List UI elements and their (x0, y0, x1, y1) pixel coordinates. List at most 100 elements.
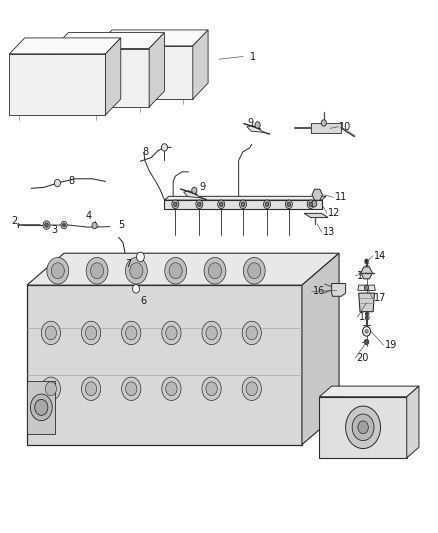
Text: 13: 13 (323, 227, 335, 237)
Polygon shape (361, 267, 372, 279)
Circle shape (166, 326, 177, 340)
Circle shape (248, 263, 261, 279)
Text: 5: 5 (119, 220, 125, 230)
Polygon shape (311, 123, 341, 133)
Text: 16: 16 (313, 286, 325, 296)
Circle shape (365, 329, 368, 334)
Polygon shape (27, 253, 339, 285)
Polygon shape (97, 30, 208, 46)
Text: 10: 10 (339, 122, 351, 132)
Circle shape (365, 259, 368, 263)
Text: 4: 4 (86, 211, 92, 221)
Polygon shape (106, 38, 121, 115)
Text: 11: 11 (335, 192, 347, 203)
Text: 8: 8 (68, 176, 74, 187)
Polygon shape (319, 397, 407, 458)
Polygon shape (312, 189, 322, 200)
Circle shape (125, 257, 147, 284)
Circle shape (85, 382, 97, 395)
Circle shape (363, 327, 371, 336)
Circle shape (208, 263, 222, 279)
Circle shape (346, 406, 381, 449)
Circle shape (51, 263, 64, 279)
Circle shape (162, 321, 181, 345)
Text: 1: 1 (250, 52, 256, 61)
Circle shape (206, 326, 217, 340)
Polygon shape (319, 386, 419, 397)
Polygon shape (407, 386, 419, 458)
Circle shape (122, 321, 141, 345)
Circle shape (41, 321, 60, 345)
Text: 18: 18 (359, 312, 371, 322)
Circle shape (352, 414, 374, 441)
Circle shape (264, 200, 271, 208)
Circle shape (246, 382, 258, 395)
Circle shape (45, 326, 57, 340)
Circle shape (240, 200, 247, 208)
Circle shape (86, 257, 108, 284)
Polygon shape (358, 285, 375, 290)
Circle shape (241, 202, 245, 206)
Circle shape (173, 202, 177, 206)
Circle shape (161, 144, 167, 151)
Circle shape (166, 382, 177, 395)
Circle shape (246, 326, 258, 340)
Polygon shape (247, 125, 265, 133)
Polygon shape (149, 33, 164, 107)
Circle shape (307, 200, 314, 208)
Circle shape (122, 377, 141, 400)
Circle shape (169, 263, 182, 279)
Text: 17: 17 (374, 293, 386, 303)
Circle shape (45, 223, 48, 227)
Circle shape (162, 377, 181, 400)
Circle shape (92, 222, 97, 229)
Circle shape (35, 399, 48, 415)
Circle shape (265, 202, 269, 206)
Circle shape (286, 200, 292, 208)
Circle shape (255, 122, 260, 128)
Circle shape (172, 200, 179, 208)
Text: 7: 7 (125, 259, 131, 269)
Text: 6: 6 (141, 296, 147, 306)
Circle shape (137, 252, 145, 262)
Text: 9: 9 (199, 182, 205, 192)
Polygon shape (193, 30, 208, 99)
Polygon shape (10, 54, 106, 115)
Polygon shape (27, 381, 55, 434)
Circle shape (196, 200, 203, 208)
Circle shape (198, 202, 201, 206)
Circle shape (358, 421, 368, 434)
Circle shape (192, 187, 197, 193)
Circle shape (81, 377, 101, 400)
Text: 12: 12 (328, 208, 340, 219)
Circle shape (126, 382, 137, 395)
Circle shape (311, 200, 317, 207)
Circle shape (309, 202, 312, 206)
Circle shape (242, 377, 261, 400)
Circle shape (85, 326, 97, 340)
Polygon shape (97, 46, 193, 99)
Circle shape (364, 285, 369, 290)
Text: 15: 15 (357, 271, 369, 280)
Polygon shape (164, 200, 321, 209)
Text: 9: 9 (247, 118, 254, 128)
Polygon shape (184, 191, 201, 198)
Circle shape (219, 202, 223, 206)
Circle shape (206, 382, 217, 395)
Circle shape (133, 285, 140, 293)
Circle shape (364, 340, 369, 345)
Polygon shape (27, 285, 302, 445)
Circle shape (242, 321, 261, 345)
Circle shape (165, 257, 187, 284)
Circle shape (218, 200, 225, 208)
Circle shape (91, 263, 104, 279)
Circle shape (81, 321, 101, 345)
Circle shape (321, 120, 326, 126)
Polygon shape (332, 284, 346, 296)
Text: 14: 14 (374, 251, 386, 261)
Polygon shape (304, 213, 328, 217)
Circle shape (204, 257, 226, 284)
Circle shape (43, 221, 50, 229)
Circle shape (63, 223, 65, 227)
Polygon shape (359, 293, 374, 312)
